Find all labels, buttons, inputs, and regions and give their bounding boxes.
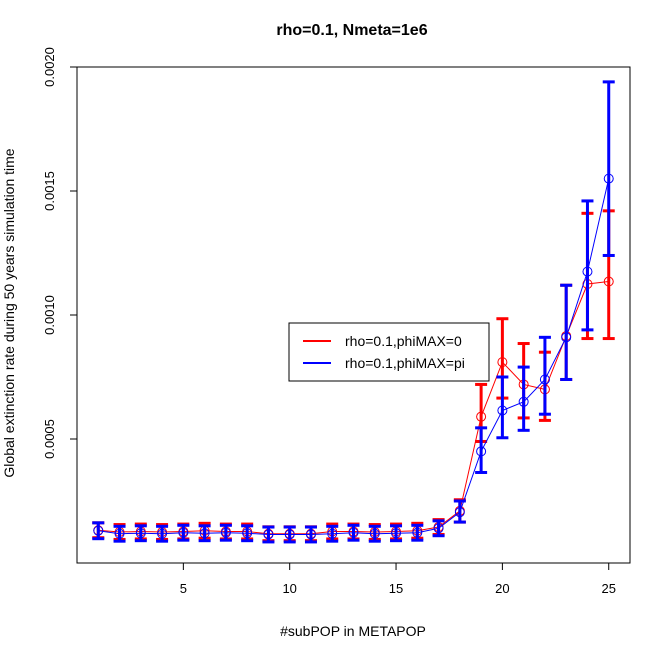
data-point	[518, 396, 529, 407]
data-point	[476, 446, 487, 457]
y-axis: 0.0005 0.0010 0.0015 0.0020	[42, 47, 77, 459]
y-tick-label: 0.0005	[42, 419, 57, 459]
data-point	[454, 507, 465, 518]
data-point	[497, 357, 508, 368]
x-axis-label: #subPOP in METAPOP	[280, 623, 426, 639]
series-2	[92, 80, 615, 544]
legend-label: rho=0.1,phiMAX=0	[345, 333, 462, 349]
data-point	[603, 173, 614, 184]
data-point	[242, 528, 253, 539]
data-point	[582, 266, 593, 277]
data-point	[433, 523, 444, 534]
data-point	[220, 527, 231, 538]
x-tick-label: 5	[180, 581, 187, 596]
series-layer	[92, 80, 615, 544]
x-axis: 5 10 15 20 25	[180, 563, 616, 596]
data-point	[561, 332, 572, 343]
data-point	[412, 527, 423, 538]
data-point	[157, 528, 168, 539]
series-line	[98, 281, 609, 535]
x-tick-label: 10	[282, 581, 296, 596]
data-point	[93, 525, 104, 536]
data-point	[199, 528, 210, 539]
data-point	[135, 528, 146, 539]
data-point	[178, 527, 189, 538]
data-point	[369, 528, 380, 539]
data-point	[497, 405, 508, 416]
x-tick-label: 20	[495, 581, 509, 596]
plot-frame	[76, 66, 631, 564]
y-axis-label: Global extinction rate during 50 years s…	[1, 148, 17, 477]
data-point	[305, 529, 316, 540]
y-tick-label: 0.0015	[42, 171, 57, 211]
legend-box	[288, 322, 490, 382]
data-point	[327, 528, 338, 539]
chart-title: rho=0.1, Nmeta=1e6	[276, 22, 427, 39]
data-point	[476, 411, 487, 422]
data-point	[603, 276, 614, 287]
data-point	[348, 527, 359, 538]
legend: rho=0.1,phiMAX=0 rho=0.1,phiMAX=pi	[288, 322, 490, 382]
data-point	[391, 528, 402, 539]
data-point	[263, 529, 274, 540]
y-tick-label: 0.0020	[42, 47, 57, 87]
y-tick-label: 0.0010	[42, 295, 57, 335]
data-point	[114, 528, 125, 539]
data-point	[539, 374, 550, 385]
x-tick-label: 25	[601, 581, 615, 596]
legend-label: rho=0.1,phiMAX=pi	[345, 355, 465, 371]
x-tick-label: 15	[389, 581, 403, 596]
data-point	[284, 529, 295, 540]
